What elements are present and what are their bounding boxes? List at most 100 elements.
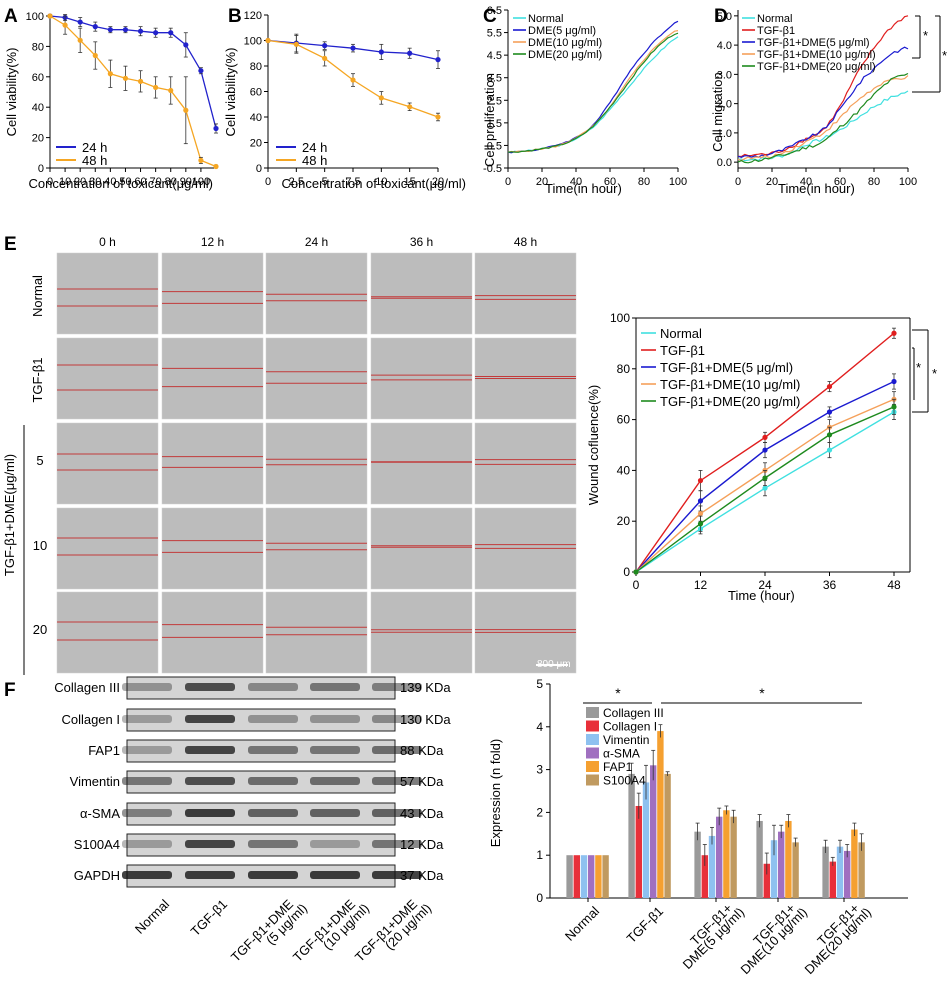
data-point — [137, 78, 144, 84]
data-point — [77, 19, 83, 25]
data-point — [407, 104, 413, 110]
y-tick-label: 3.0 — [717, 69, 732, 81]
data-point — [697, 477, 704, 484]
x-tick-label: 0 — [265, 176, 271, 188]
legend-label: α-SMA — [603, 747, 640, 761]
group-label: Normal — [562, 903, 602, 943]
legend-label: TGF-β1+DME(10 μg/ml) — [757, 49, 876, 61]
legend-label: TGF-β1+DME(20 μg/ml) — [660, 394, 800, 409]
bar — [642, 782, 650, 898]
data-point — [633, 569, 639, 575]
wound-image-border — [161, 591, 264, 674]
y-tick-label: 4.0 — [717, 40, 732, 52]
y-tick-label: 1.0 — [717, 128, 732, 140]
blot-band — [248, 715, 298, 723]
data-point — [697, 498, 704, 504]
x-tick-label: 5 — [322, 176, 328, 188]
y-tick-label: 80 — [250, 61, 262, 73]
legend-swatch — [586, 747, 599, 759]
wound-image-border — [265, 422, 368, 505]
y-tick-label: 6.5 — [487, 5, 502, 17]
bar — [756, 820, 763, 898]
wound-image — [162, 253, 263, 334]
y-axis-title: Cell viability(%) — [223, 48, 238, 137]
wound-image-border — [161, 252, 264, 335]
bar — [763, 863, 770, 898]
lane-label: TGF-β1 — [188, 897, 230, 939]
y-tick-label: 60 — [617, 413, 631, 427]
y-tick-label: -0.5 — [483, 163, 502, 175]
blot-band — [122, 871, 172, 879]
x-tick-label: 0 — [505, 176, 511, 188]
data-point — [826, 409, 833, 415]
blot-band — [248, 840, 298, 848]
x-tick-label: 0 — [735, 176, 741, 188]
sig-star: * — [932, 366, 937, 381]
bar — [770, 840, 778, 898]
legend-label: Normal — [528, 13, 563, 25]
panel-letter-f: F — [4, 680, 16, 701]
protein-label: S100A4 — [74, 837, 120, 852]
legend-label: Normal — [757, 13, 792, 25]
x-tick-label: 20 — [536, 176, 548, 188]
x-axis-title: Time(in hour) — [778, 181, 855, 196]
legend-label: Vimentin — [603, 733, 649, 747]
data-point — [198, 68, 204, 74]
x-tick-label: 0 — [633, 578, 640, 592]
data-point — [697, 510, 704, 517]
wound-image-border — [370, 507, 473, 590]
y-tick-label: 0 — [536, 891, 543, 905]
blot-band — [185, 746, 235, 754]
x-tick-label: 7.5 — [345, 176, 360, 188]
data-point — [153, 84, 159, 91]
timepoint-label: 24 h — [305, 235, 328, 249]
blot-band — [310, 840, 360, 848]
blot-band — [185, 809, 235, 817]
y-tick-label: 40 — [617, 463, 631, 477]
bar — [580, 855, 588, 898]
x-tick-label: 100 — [192, 176, 210, 188]
wound-image-border — [265, 591, 368, 674]
scale-bar-label: 800 μm — [537, 659, 571, 670]
row-label: 5 — [36, 453, 43, 468]
blot-band — [248, 871, 298, 879]
wound-image — [371, 253, 472, 334]
wound-image — [475, 423, 576, 504]
blot-band — [310, 809, 360, 817]
wound-image — [475, 253, 576, 334]
blot-band — [122, 683, 172, 691]
kda-label: 139 KDa — [400, 680, 451, 695]
blot-band — [185, 871, 235, 879]
data-point — [762, 434, 768, 440]
x-tick-label: 60 — [834, 176, 846, 188]
panel-letter-c: C — [483, 6, 497, 27]
data-point — [107, 71, 113, 77]
protein-label: Vimentin — [70, 774, 120, 789]
legend-label: 24 h — [82, 140, 107, 155]
wound-image-border — [56, 337, 159, 420]
x-tick-label: 2.5 — [289, 176, 304, 188]
wound-image — [162, 508, 263, 589]
legend-label: 48 h — [302, 153, 327, 168]
wound-image — [266, 253, 367, 334]
data-point — [435, 57, 441, 63]
legend-label: TGF-β1 — [660, 343, 705, 358]
blot-band — [310, 746, 360, 754]
blot-band — [248, 777, 298, 785]
blot-band — [372, 715, 422, 723]
y-axis-title: Wound cofluence(%) — [586, 385, 601, 505]
wound-image — [57, 338, 158, 419]
y-tick-label: 0 — [38, 163, 44, 175]
panel-letter-d: D — [714, 6, 728, 27]
legend-label: TGF-β1+DME(5 μg/ml) — [660, 360, 793, 375]
data-point — [891, 330, 897, 336]
y-axis-title: Expression (n fold) — [488, 739, 503, 847]
protein-label: Collagen I — [61, 712, 120, 727]
data-point — [435, 114, 441, 120]
blot-band — [185, 683, 235, 691]
wound-image-border — [265, 507, 368, 590]
bar — [694, 831, 701, 898]
blot-band — [122, 840, 172, 848]
x-tick-label: 15 — [404, 176, 416, 188]
legend-label: Collagen I — [603, 720, 657, 734]
